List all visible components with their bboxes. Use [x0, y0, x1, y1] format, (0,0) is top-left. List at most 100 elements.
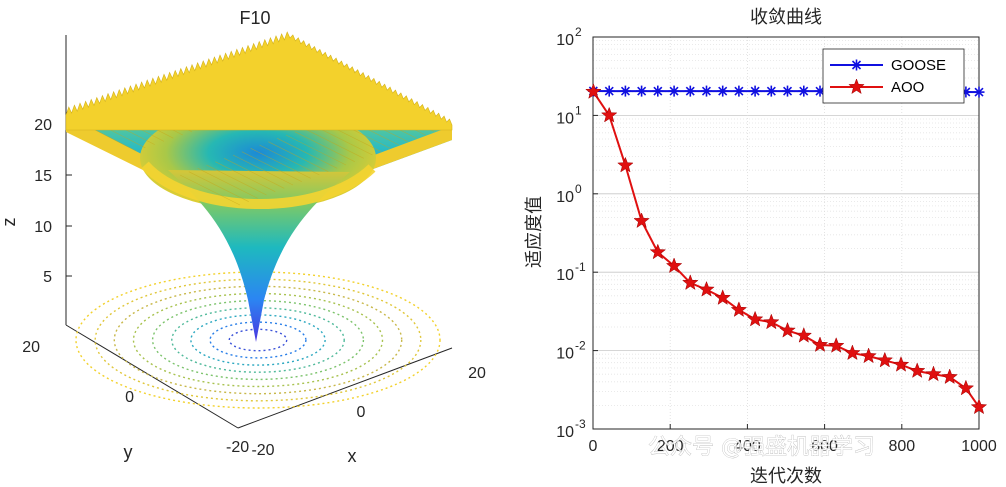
data-point [684, 85, 696, 97]
z-tick-label: 5 [43, 269, 52, 286]
floor-contours [75, 271, 441, 409]
y-tick-label: 10 [556, 110, 574, 127]
y-tick-label: 10 [556, 424, 574, 441]
data-point [779, 321, 796, 338]
y-tick-exponent: 2 [575, 25, 582, 39]
data-point [782, 85, 793, 97]
y-tick-label: 10 [556, 189, 574, 206]
x-tick-labels: 0 200 400 600 800 1000 [589, 438, 997, 455]
data-point [860, 347, 877, 364]
data-point [733, 85, 745, 97]
legend-label: GOOSE [891, 57, 946, 74]
legend-label: AOO [891, 79, 924, 96]
contour-ring [94, 278, 422, 402]
data-point [652, 85, 664, 97]
y-tick-label: 10 [556, 267, 574, 284]
data-point [908, 362, 926, 378]
convergence-y-label: 适应度值 [524, 196, 545, 268]
legend-item-goose: GOOSE [830, 57, 946, 74]
contour-ring [132, 292, 384, 388]
data-point [619, 85, 631, 97]
x-tick-label: 400 [734, 438, 761, 455]
x-tick-label: -20 [251, 442, 274, 459]
data-point [603, 85, 615, 97]
y-tick-exponent: -1 [575, 260, 586, 274]
surface-title: F10 [239, 8, 270, 28]
y-tick-exponent: -2 [575, 339, 586, 353]
data-point [811, 336, 829, 352]
surface-plot: F10 20 15 10 5 z 20 0 -20 y -20 0 20 x [0, 8, 486, 466]
z-tick-label: 15 [34, 168, 52, 185]
data-point [763, 313, 780, 330]
y-axis-label: y [124, 442, 133, 462]
data-point [746, 310, 764, 327]
data-point [798, 85, 810, 97]
z-tick-label: 20 [34, 117, 52, 134]
y-tick-exponent: 0 [575, 182, 582, 196]
series-aoo [585, 83, 988, 415]
x-tick-label: 600 [811, 438, 838, 455]
data-point [701, 85, 712, 97]
data-point [682, 274, 699, 290]
y-tick-label: 10 [556, 346, 574, 363]
data-point [844, 344, 861, 361]
y-tick-label: 20 [22, 339, 40, 356]
data-point [698, 280, 715, 297]
data-point [668, 85, 680, 97]
data-point [957, 379, 975, 396]
data-point [876, 351, 894, 368]
data-point [730, 301, 748, 317]
contour-ring [113, 285, 403, 395]
axis-tick-marks [592, 36, 980, 430]
z-axis-ticks [66, 123, 72, 277]
x-tick-label: 0 [357, 404, 366, 421]
data-point [600, 106, 618, 123]
data-point [717, 85, 729, 97]
x-tick-label: 1000 [961, 438, 997, 455]
data-point [973, 86, 985, 98]
z-axis-label: z [0, 218, 19, 227]
x-tick-label: 200 [657, 438, 684, 455]
plot-frame [592, 36, 980, 430]
z-tick-label: 10 [34, 219, 52, 236]
x-tick-label: 800 [888, 438, 915, 455]
data-point [665, 257, 683, 274]
y-tick-label: -20 [226, 439, 249, 456]
data-point [714, 289, 731, 305]
data-point [892, 355, 910, 372]
contour-ring [228, 328, 288, 352]
contour-ring [75, 271, 441, 409]
contour-ring [190, 314, 326, 366]
convergence-title: 收敛曲线 [750, 7, 822, 28]
y-tick-exponent: 1 [575, 103, 582, 117]
data-point [649, 243, 667, 260]
data-point [585, 83, 602, 99]
data-point [765, 85, 777, 97]
data-point [749, 85, 761, 97]
surface-mesh [65, 31, 453, 342]
legend: GOOSE AOO [822, 48, 965, 104]
contour-ring [209, 321, 307, 359]
data-point [617, 156, 634, 173]
y-tick-label: 0 [125, 389, 134, 406]
data-point [925, 365, 942, 382]
watermark: 公众号 @强盛机器学习 [648, 435, 875, 460]
data-point [941, 368, 958, 385]
convergence-x-label: 迭代次数 [750, 466, 822, 487]
x-tick-label: 0 [589, 438, 598, 455]
legend-item-aoo: AOO [830, 78, 924, 96]
contour-ring [171, 307, 345, 373]
data-point [633, 212, 650, 229]
data-point [970, 398, 988, 415]
contour-ring [151, 299, 365, 381]
y-tick-label: 10 [556, 32, 574, 49]
y-tick-exponent: -3 [575, 417, 586, 431]
legend-box [822, 48, 965, 104]
x-axis-label: x [348, 446, 357, 466]
data-point [795, 326, 813, 343]
data-point [636, 85, 648, 97]
x-tick-label: 20 [468, 365, 486, 382]
